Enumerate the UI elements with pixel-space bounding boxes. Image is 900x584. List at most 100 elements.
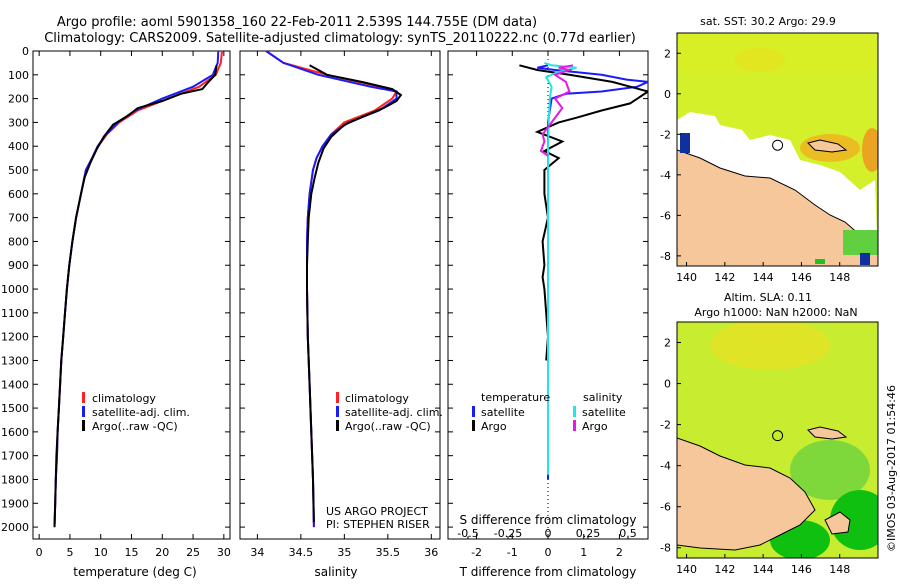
s-tick-label: -0.5 xyxy=(457,527,478,540)
x-tick-label: 34.5 xyxy=(289,546,314,559)
difference-x-axis: -2 -1 0 1 2 -0.5 -0.25 0 0.25 0.5 xyxy=(457,51,637,559)
s-tick-label: -0.25 xyxy=(494,527,522,540)
map-lon-label: 142 xyxy=(714,271,735,284)
sst-map-title: sat. SST: 30.2 Argo: 29.9 xyxy=(700,15,836,28)
sst-map-field xyxy=(677,33,878,266)
series-line xyxy=(53,65,218,528)
y-tick-label: 1500 xyxy=(1,402,29,415)
sla-map-panel: Altim. SLA: 0.11 Argo h1000: NaN h2000: … xyxy=(660,291,879,576)
y-tick-label: 500 xyxy=(8,164,29,177)
legend-label-satellite: satellite-adj. clim. xyxy=(92,406,190,419)
legend-swatch-argo xyxy=(82,420,85,431)
legend-swatch-t-argo xyxy=(472,420,475,431)
x-tick-label: 25 xyxy=(186,546,200,559)
x-tick-label: 0 xyxy=(36,546,43,559)
depth-axis: 0 100 200 300 400 500 600 700 800 900 1000 1100 1200… xyxy=(1,45,230,534)
x-tick-label: 36 xyxy=(424,546,438,559)
legend-label-satellite: satellite-adj. clim. xyxy=(345,406,443,419)
y-tick-label: 1100 xyxy=(1,307,29,320)
map-lat-label: 0 xyxy=(664,88,671,101)
difference-y-ticks xyxy=(448,50,648,528)
difference-panel: -2 -1 0 1 2 -0.5 -0.25 0 0.25 0.5 temperature sal… xyxy=(447,50,649,579)
legend-swatch-climatology xyxy=(82,392,85,403)
x-tick-label: -2 xyxy=(471,546,482,559)
series-line xyxy=(539,64,574,157)
map-lon-label: 148 xyxy=(829,271,850,284)
map-lon-label: 140 xyxy=(676,271,697,284)
s-difference-label: S difference from climatology xyxy=(460,513,637,527)
y-tick-label: 600 xyxy=(8,188,29,201)
x-tick-label: 35 xyxy=(337,546,351,559)
s-tick-label: 0.25 xyxy=(576,527,601,540)
legend-label-s-satellite: satellite xyxy=(582,406,626,419)
legend-swatch-climatology xyxy=(336,392,339,403)
y-tick-label: 1700 xyxy=(1,450,29,463)
map-lat-label: 2 xyxy=(664,337,671,350)
y-tick-label: 1800 xyxy=(1,473,29,486)
x-tick-label: -1 xyxy=(507,546,518,559)
map-lat-label: -8 xyxy=(660,542,671,555)
series-line xyxy=(544,61,577,475)
map-lat-label: -8 xyxy=(660,250,671,263)
x-tick-label: 5 xyxy=(66,546,73,559)
legend-swatch-s-argo xyxy=(573,420,576,431)
island xyxy=(807,139,848,153)
legend-label-s-argo: Argo xyxy=(582,420,608,433)
sst-cold-cell xyxy=(680,133,690,153)
y-tick-label: 1200 xyxy=(1,331,29,344)
y-tick-label: 200 xyxy=(8,93,29,106)
sst-map-frame xyxy=(676,32,879,267)
sla-low xyxy=(790,440,870,500)
map-lat-label: 0 xyxy=(664,378,671,391)
pi-annotation: PI: STEPHEN RISER xyxy=(326,518,430,531)
y-tick-label: 1000 xyxy=(1,283,29,296)
sst-green-cell xyxy=(843,230,878,255)
sst-cold-cell xyxy=(860,253,870,265)
temperature-axes-box xyxy=(32,50,231,540)
sla-low xyxy=(830,490,878,550)
y-tick-label: 700 xyxy=(8,212,29,225)
map-lon-label: 140 xyxy=(676,563,697,576)
y-tick-label: 2000 xyxy=(1,521,29,534)
difference-legend: temperature salinity satellite Argo sate… xyxy=(472,391,626,433)
land xyxy=(677,149,878,266)
legend-label-argo: Argo(..raw -QC) xyxy=(345,420,431,433)
series-line xyxy=(306,64,403,523)
temperature-panel: 0100200300400500600700800900100011001200… xyxy=(1,45,231,579)
y-tick-label: 0 xyxy=(22,45,29,58)
sla-map-field xyxy=(677,322,878,558)
legend-swatch-s-satellite xyxy=(573,406,576,417)
map-lon-label: 144 xyxy=(753,563,774,576)
y-tick-label: 1600 xyxy=(1,426,29,439)
land xyxy=(824,511,851,535)
legend-label-t-argo: Argo xyxy=(481,420,507,433)
map-lat-label: -6 xyxy=(660,501,671,514)
map-lat-label: -2 xyxy=(660,128,671,141)
map-lon-label: 142 xyxy=(714,563,735,576)
timestamp-label: ©IMOS 03-Aug-2017 01:54:46 xyxy=(885,385,898,552)
y-tick-label: 100 xyxy=(8,69,29,82)
sla-map-ticks: 140 142 144 146 148 2 0 -2 -4 -6 -8 xyxy=(660,337,850,576)
legend-label-climatology: climatology xyxy=(92,392,156,405)
map-lat-label: -4 xyxy=(660,169,671,182)
sst-green-cell xyxy=(815,259,825,264)
sst-map-panel: sat. SST: 30.2 Argo: 29.9 140 142 144 146 14… xyxy=(660,15,879,284)
x-tick-label: 15 xyxy=(125,546,139,559)
salinity-axes-box xyxy=(239,50,441,540)
legend-swatch-t-satellite xyxy=(472,406,475,417)
map-lon-label: 146 xyxy=(791,271,812,284)
sst-warm-spot xyxy=(862,128,878,172)
land xyxy=(677,437,816,551)
x-tick-label: 10 xyxy=(94,546,108,559)
map-lon-label: 148 xyxy=(829,563,850,576)
temperature-x-axis: 0 5 10 15 20 25 30 xyxy=(36,51,231,559)
map-lon-label: 144 xyxy=(753,271,774,284)
x-tick-label: 1 xyxy=(580,546,587,559)
sla-map-subtitle: Argo h1000: NaN h2000: NaN xyxy=(694,306,857,319)
x-tick-label: 35.5 xyxy=(376,546,401,559)
salinity-legend: climatology satellite-adj. clim. Argo(..… xyxy=(336,392,443,433)
y-tick-label: 300 xyxy=(8,116,29,129)
header-line-2: Climatology: CARS2009. Satellite-adjuste… xyxy=(44,31,636,46)
map-lat-label: -2 xyxy=(660,419,671,432)
